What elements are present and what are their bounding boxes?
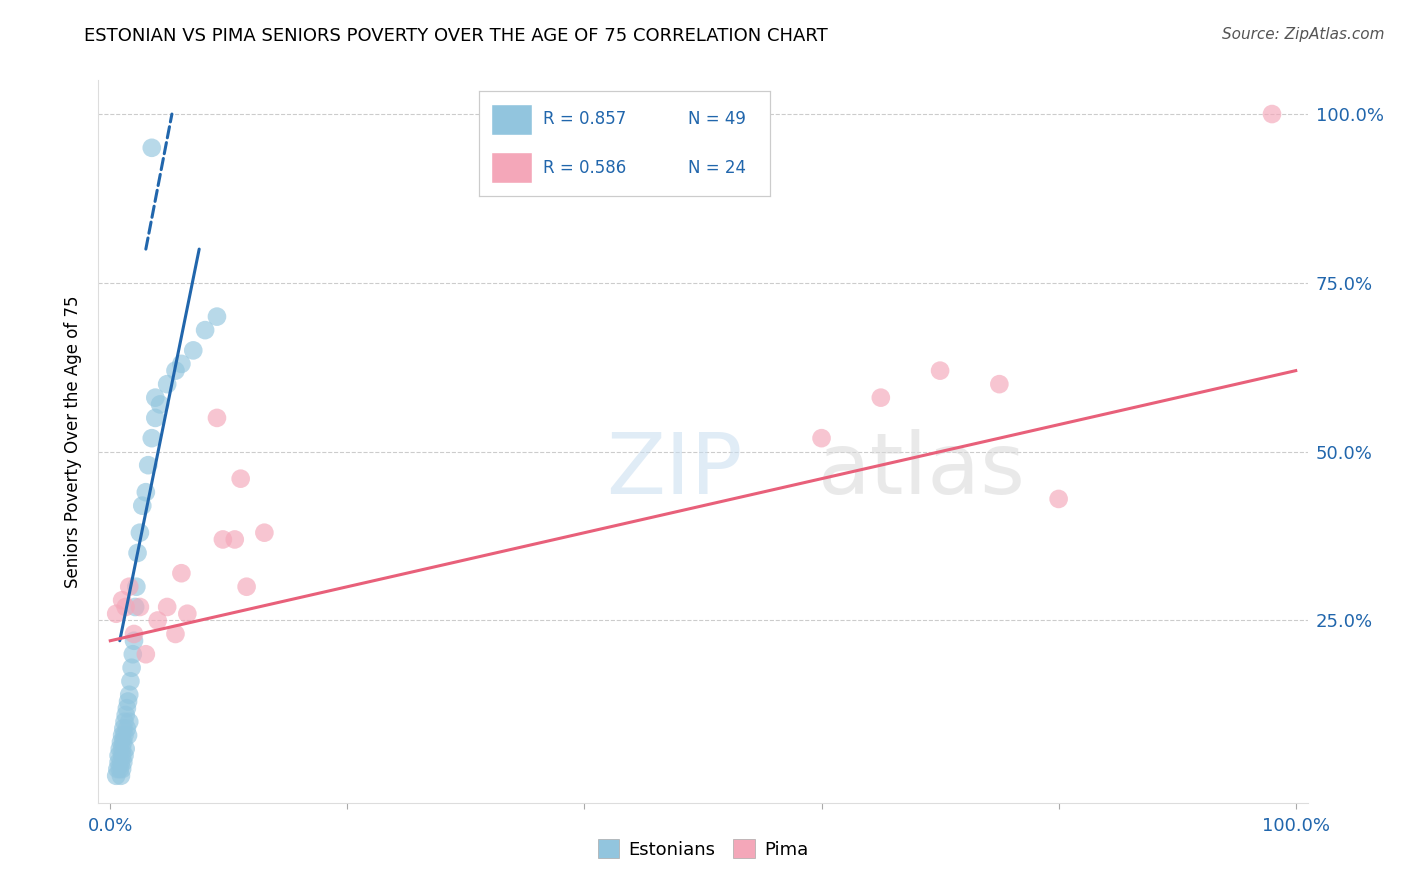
Point bbox=[105, 607, 128, 621]
Point bbox=[125, 580, 148, 594]
Point bbox=[143, 411, 166, 425]
Point bbox=[1261, 107, 1284, 121]
Point bbox=[107, 748, 129, 763]
Point bbox=[117, 694, 139, 708]
Point bbox=[118, 580, 141, 594]
Point bbox=[156, 599, 179, 614]
Point bbox=[131, 499, 153, 513]
Legend: Estonians, Pima: Estonians, Pima bbox=[591, 832, 815, 866]
Point bbox=[111, 762, 134, 776]
Point bbox=[115, 701, 138, 715]
Point bbox=[114, 708, 136, 723]
Point bbox=[229, 472, 252, 486]
Point bbox=[121, 647, 143, 661]
Point bbox=[111, 741, 134, 756]
Point bbox=[110, 769, 132, 783]
Point bbox=[176, 607, 198, 621]
Point bbox=[108, 762, 131, 776]
Point bbox=[212, 533, 235, 547]
Point bbox=[118, 688, 141, 702]
Point bbox=[114, 741, 136, 756]
Point bbox=[235, 580, 257, 594]
Point bbox=[111, 593, 134, 607]
Point bbox=[224, 533, 246, 547]
Point bbox=[129, 525, 152, 540]
Text: ESTONIAN VS PIMA SENIORS POVERTY OVER THE AGE OF 75 CORRELATION CHART: ESTONIAN VS PIMA SENIORS POVERTY OVER TH… bbox=[84, 27, 828, 45]
Point bbox=[143, 391, 166, 405]
Point bbox=[869, 391, 891, 405]
Point bbox=[205, 411, 228, 425]
Point bbox=[253, 525, 276, 540]
Point bbox=[111, 728, 134, 742]
Y-axis label: Seniors Poverty Over the Age of 75: Seniors Poverty Over the Age of 75 bbox=[65, 295, 83, 588]
Point bbox=[105, 762, 128, 776]
Point bbox=[1047, 491, 1070, 506]
Point bbox=[810, 431, 832, 445]
Point bbox=[122, 627, 145, 641]
Point bbox=[121, 661, 143, 675]
Point bbox=[165, 364, 187, 378]
Point bbox=[118, 714, 141, 729]
Point bbox=[112, 722, 135, 736]
Point bbox=[129, 599, 152, 614]
Point bbox=[108, 741, 131, 756]
Point bbox=[165, 627, 187, 641]
Point bbox=[120, 674, 142, 689]
Point bbox=[194, 323, 217, 337]
Point bbox=[141, 141, 163, 155]
Point bbox=[114, 748, 136, 763]
Point bbox=[114, 714, 136, 729]
Point bbox=[114, 599, 136, 614]
Point bbox=[141, 431, 163, 445]
Point bbox=[127, 546, 149, 560]
Point bbox=[149, 397, 172, 411]
Point bbox=[135, 647, 157, 661]
Point bbox=[110, 756, 132, 770]
Text: Source: ZipAtlas.com: Source: ZipAtlas.com bbox=[1222, 27, 1385, 42]
Point bbox=[181, 343, 204, 358]
Text: atlas: atlas bbox=[818, 429, 1026, 512]
Point bbox=[111, 748, 134, 763]
Point bbox=[110, 735, 132, 749]
Point bbox=[122, 633, 145, 648]
Point bbox=[156, 377, 179, 392]
Point bbox=[105, 769, 128, 783]
Point bbox=[124, 599, 146, 614]
Point bbox=[205, 310, 228, 324]
Point bbox=[117, 728, 139, 742]
Point bbox=[135, 485, 157, 500]
Point bbox=[929, 364, 952, 378]
Point bbox=[170, 566, 193, 581]
Point bbox=[988, 377, 1011, 392]
Point bbox=[170, 357, 193, 371]
Point bbox=[136, 458, 159, 472]
Point bbox=[112, 756, 135, 770]
Point bbox=[107, 756, 129, 770]
Point bbox=[112, 735, 135, 749]
Point bbox=[114, 728, 136, 742]
Point bbox=[115, 722, 138, 736]
Point bbox=[146, 614, 169, 628]
Text: ZIP: ZIP bbox=[606, 429, 742, 512]
